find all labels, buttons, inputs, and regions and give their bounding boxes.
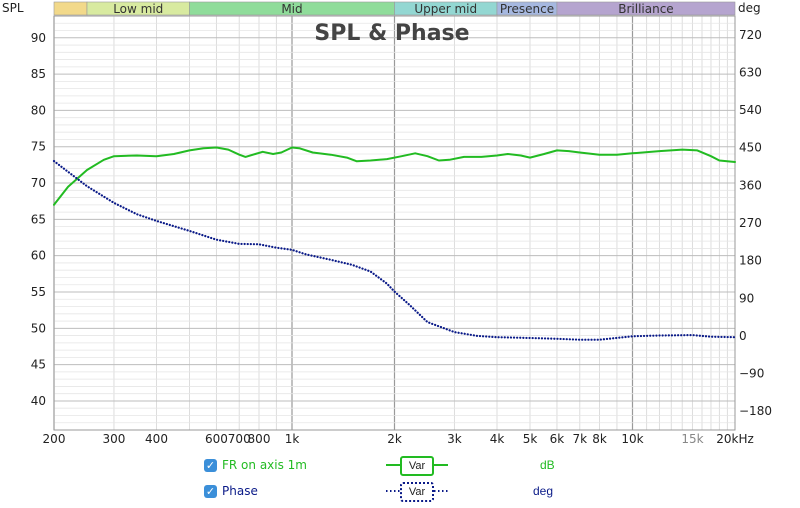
y-left-tick-label: 55	[31, 285, 46, 299]
x-tick-label: 10k	[621, 432, 643, 446]
y-right-tick-label: 180	[739, 254, 762, 268]
band-5	[556, 1, 736, 16]
legend-row-fr: ✓ FR on axis 1m	[204, 456, 400, 474]
series	[52, 146, 737, 341]
fr-var-button[interactable]: Var	[400, 456, 434, 476]
y-right-tick-label: −90	[739, 367, 764, 381]
fr-legend-label: FR on axis 1m	[222, 458, 307, 472]
y-right-tick-label: 360	[739, 178, 762, 192]
y-right-tick-label: 450	[739, 141, 762, 155]
phase-unit: deg	[533, 484, 554, 498]
x-tick-label: 5k	[523, 432, 538, 446]
x-tick-label: 3k	[447, 432, 462, 446]
band-0	[53, 1, 88, 16]
fr-checkbox[interactable]: ✓	[204, 458, 217, 472]
y-right-tick-label: 720	[739, 28, 762, 42]
y-right-tick-label: 630	[739, 65, 762, 79]
phase-checkbox[interactable]: ✓	[204, 484, 217, 498]
y-right-tick-label: 0	[739, 329, 747, 343]
x-tick-label: 15k	[681, 432, 703, 446]
x-tick-label: 8k	[592, 432, 607, 446]
x-tick-label: 800	[248, 432, 271, 446]
fr-unit: dB	[540, 458, 555, 472]
y-left-tick-label: 40	[31, 394, 46, 408]
y-right-axis-title: deg	[738, 1, 761, 15]
band-label-4: Presence	[500, 2, 554, 16]
band-label-2: Mid	[281, 2, 302, 16]
y-right-tick-label: 270	[739, 216, 762, 230]
y-left-tick-label: 75	[31, 140, 46, 154]
x-tick-label: 6k	[550, 432, 565, 446]
y-left-tick-label: 50	[31, 321, 46, 335]
x-tick-label: 700	[228, 432, 251, 446]
y-right-tick-label: 540	[739, 103, 762, 117]
y-left-tick-label: 60	[31, 249, 46, 263]
legend-row-phase: ✓ Phase	[204, 482, 400, 500]
x-tick-label: 2k	[387, 432, 402, 446]
x-tick-label: 1k	[285, 432, 300, 446]
series-line-fr-on-axis	[53, 146, 736, 206]
x-tick-label: 600	[205, 432, 228, 446]
y-left-tick-label: 65	[31, 212, 46, 226]
band-label-1: Low mid	[113, 2, 163, 16]
y-left-axis-title: SPL	[2, 1, 24, 15]
x-tick-label: 300	[103, 432, 126, 446]
band-label-5: Brilliance	[618, 2, 673, 16]
chart-title: SPL & Phase	[314, 21, 469, 46]
grid	[53, 15, 736, 430]
phase-var-button[interactable]: Var	[400, 482, 434, 502]
y-left-tick-label: 70	[31, 176, 46, 190]
phase-legend-label: Phase	[222, 484, 258, 498]
x-tick-label: 7k	[572, 432, 587, 446]
tick-labels: 40 45 50 55 60 65 70 75 80 85 90 −180 −90 0 90 180 270 36…	[31, 28, 772, 446]
y-left-tick-label: 80	[31, 103, 46, 117]
band-label-3: Upper mid	[414, 2, 477, 16]
y-right-tick-label: −180	[739, 404, 772, 418]
plot-frame	[53, 15, 736, 431]
y-left-tick-label: 90	[31, 31, 46, 45]
x-tick-label: 400	[145, 432, 168, 446]
y-left-tick-label: 45	[31, 358, 46, 372]
frequency-bands: Low mid Mid Upper mid Presence Brilliance	[53, 1, 736, 16]
x-tick-label: 4k	[490, 432, 505, 446]
y-right-tick-label: 90	[739, 291, 754, 305]
series-line-phase	[52, 160, 737, 341]
x-tick-label: 200	[43, 432, 66, 446]
x-tick-label: 20kHz	[716, 432, 754, 446]
y-left-tick-label: 85	[31, 67, 46, 81]
